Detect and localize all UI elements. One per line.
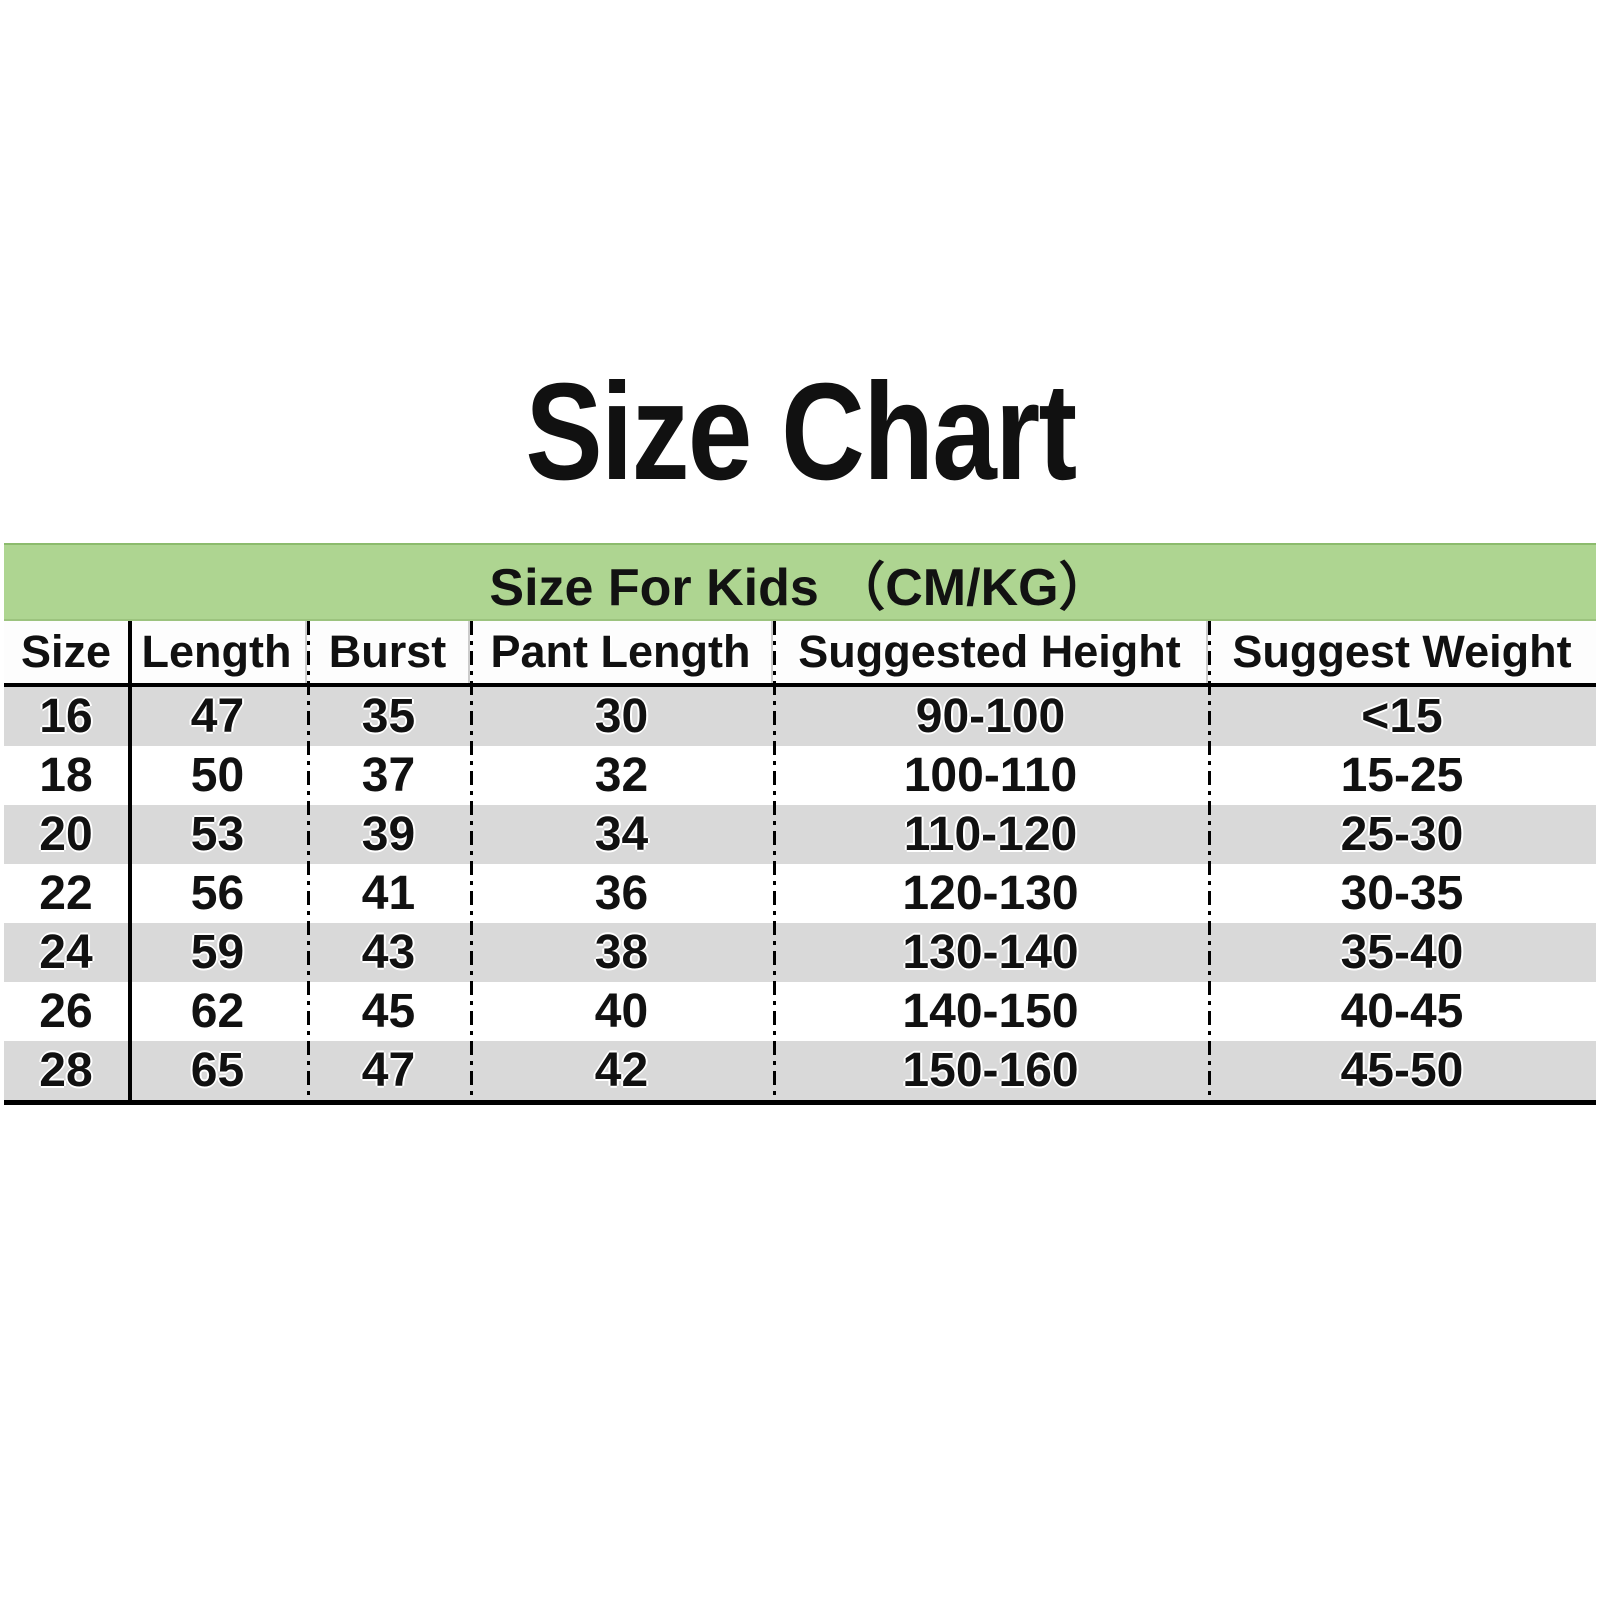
cell-length: 50 [190, 749, 245, 802]
cell-length: 56 [190, 867, 245, 920]
cell-suggest-weight: 30-35 [1340, 867, 1464, 920]
table-row: 28 65 47 42 150-160 45-50 [4, 1041, 1596, 1100]
column-header-suggested-height: Suggested Height [773, 621, 1208, 683]
cell-size: 20 [39, 808, 93, 861]
cell-suggested-height: 120-130 [902, 867, 1079, 920]
cell-size: 22 [39, 867, 93, 920]
cell-suggested-height: 140-150 [902, 985, 1079, 1038]
page-title: Size Chart [0, 360, 1600, 505]
cell-burst: 35 [361, 690, 416, 743]
column-header-size: Size [20, 626, 112, 677]
cell-suggest-weight: 25-30 [1340, 808, 1464, 861]
cell-pant-length: 30 [594, 690, 649, 743]
cell-pant-length: 40 [594, 985, 649, 1038]
table-row: 22 56 41 36 120-130 30-35 [4, 864, 1596, 923]
cell-burst: 41 [361, 867, 416, 920]
column-header-length: Length [128, 621, 307, 683]
column-header-burst: Burst [307, 621, 470, 683]
size-table: Size For Kids （CM/KG） Size Length Burst … [4, 543, 1596, 1105]
table-banner: Size For Kids （CM/KG） [4, 543, 1596, 621]
cell-size: 16 [39, 690, 93, 743]
table-row: 18 50 37 32 100-110 15-25 [4, 746, 1596, 805]
page-title-text: Size Chart [524, 355, 1077, 509]
cell-suggest-weight: 15-25 [1340, 749, 1464, 802]
cell-pant-length: 34 [594, 808, 649, 861]
table-row: 20 53 39 34 110-120 25-30 [4, 805, 1596, 864]
cell-length: 65 [190, 1044, 245, 1097]
cell-suggested-height: 90-100 [915, 690, 1066, 743]
cell-burst: 39 [361, 808, 416, 861]
table-header-row: Size Length Burst Pant Length Suggested … [4, 621, 1596, 687]
cell-size: 26 [39, 985, 93, 1038]
table-data-rows: 16 47 35 30 90-100 <15 18 50 37 32 100-1… [4, 621, 1596, 1105]
size-column-divider [128, 621, 132, 1105]
cell-burst: 45 [361, 985, 416, 1038]
column-divider-dash [773, 621, 776, 1105]
cell-pant-length: 38 [594, 926, 649, 979]
cell-suggested-height: 130-140 [902, 926, 1079, 979]
table-body: Size Length Burst Pant Length Suggested … [4, 621, 1596, 1105]
column-header-pant-length: Pant Length [470, 621, 773, 683]
cell-pant-length: 36 [594, 867, 649, 920]
cell-length: 62 [190, 985, 245, 1038]
cell-suggest-weight: 45-50 [1340, 1044, 1464, 1097]
cell-suggest-weight: <15 [1361, 690, 1443, 743]
cell-burst: 47 [361, 1044, 416, 1097]
table-row: 16 47 35 30 90-100 <15 [4, 687, 1596, 746]
cell-burst: 43 [361, 926, 416, 979]
cell-pant-length: 42 [594, 1044, 649, 1097]
cell-size: 28 [39, 1044, 93, 1097]
cell-size: 18 [39, 749, 93, 802]
cell-pant-length: 32 [594, 749, 649, 802]
table-row: 26 62 45 40 140-150 40-45 [4, 982, 1596, 1041]
cell-suggested-height: 150-160 [902, 1044, 1079, 1097]
cell-length: 47 [190, 690, 245, 743]
column-divider-dash [1208, 621, 1211, 1105]
cell-suggested-height: 100-110 [903, 749, 1078, 802]
table-row: 24 59 43 38 130-140 35-40 [4, 923, 1596, 982]
column-header-suggest-weight: Suggest Weight [1232, 626, 1572, 677]
cell-length: 59 [190, 926, 245, 979]
cell-suggest-weight: 35-40 [1340, 926, 1464, 979]
cell-suggested-height: 110-120 [903, 808, 1078, 861]
cell-size: 24 [39, 926, 93, 979]
cell-burst: 37 [361, 749, 416, 802]
table-banner-text: Size For Kids （CM/KG） [489, 558, 1111, 617]
cell-suggest-weight: 40-45 [1340, 985, 1464, 1038]
column-divider-dash [470, 621, 473, 1105]
column-divider-dash [307, 621, 310, 1105]
cell-length: 53 [190, 808, 245, 861]
